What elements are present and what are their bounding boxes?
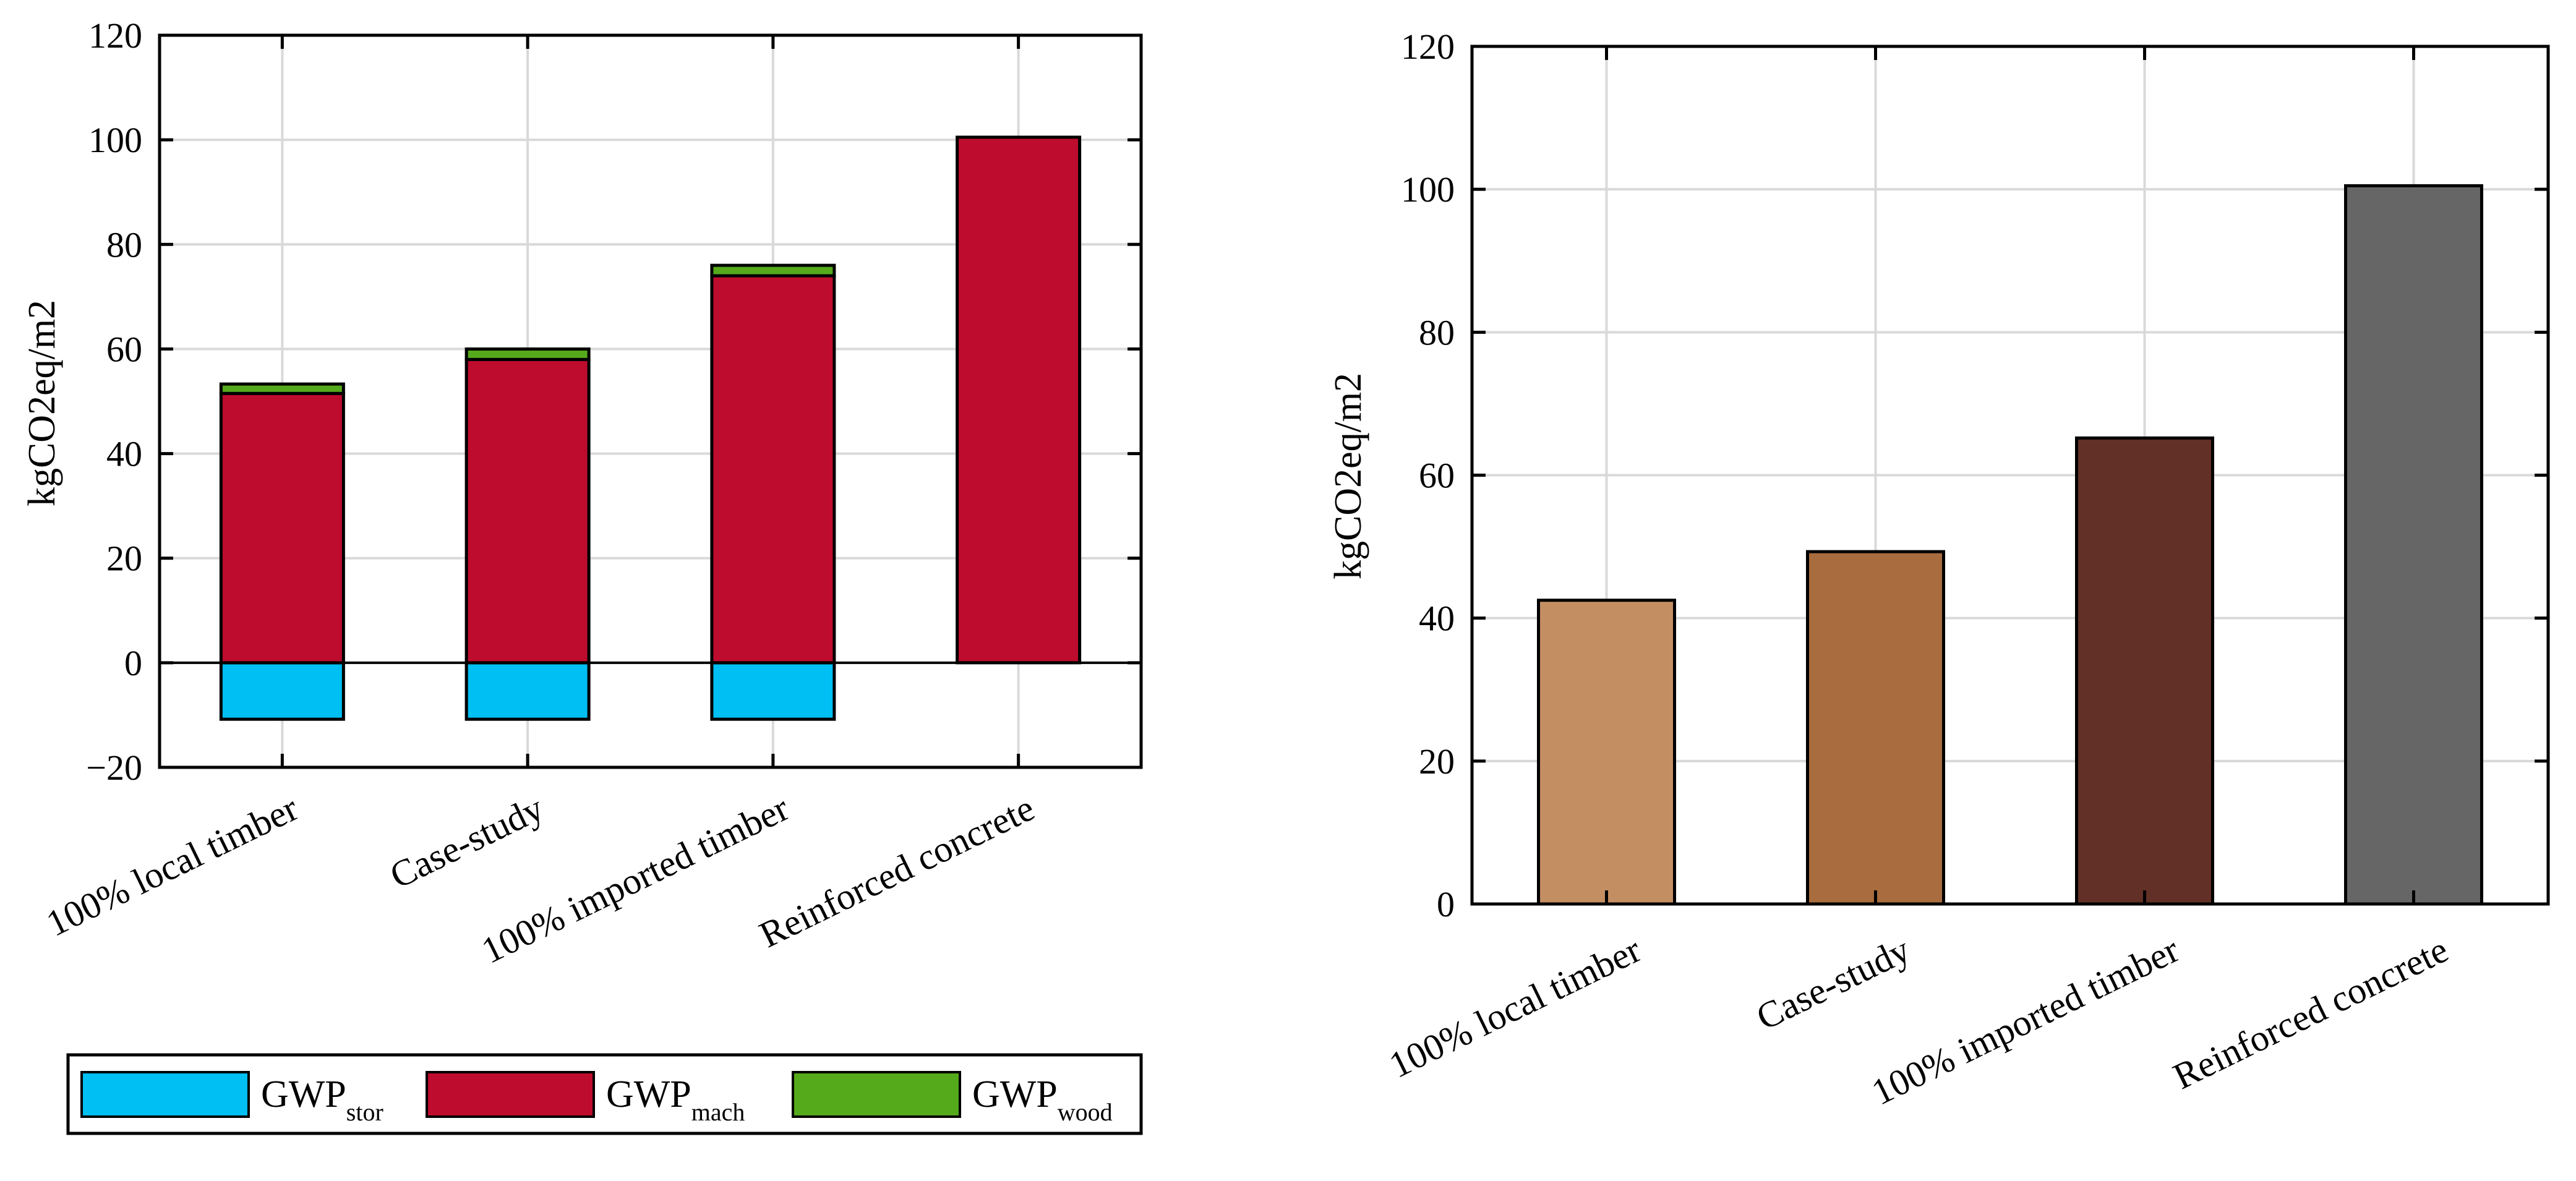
y-tick-label: 80	[1419, 312, 1455, 352]
bar-gwp-mach	[219, 391, 345, 665]
bar-gwp-wood	[219, 382, 345, 395]
bar-gwp-stor	[219, 661, 345, 721]
left-y-axis-title: kgCO2eq/m2	[21, 300, 63, 506]
y-tick-label: 120	[1401, 27, 1455, 67]
y-tick-label: −20	[86, 748, 142, 788]
x-category-label: 100% local timber	[40, 787, 304, 944]
y-tick-label: 40	[1419, 599, 1455, 639]
bar-gwp-mach	[956, 135, 1082, 665]
stacked-bar-chart: kgCO2eq/m2 −20 0 20 40 60 80 100 120 100% local …	[21, 15, 1143, 971]
y-tick-label: 120	[88, 15, 142, 56]
legend-swatch-wood	[792, 1071, 961, 1118]
y-tick-label: 0	[1437, 884, 1455, 924]
bar-gwp-mach	[710, 274, 836, 665]
bar-gwp-stor	[464, 661, 591, 721]
y-tick-label: 0	[124, 643, 142, 683]
y-tick-label: 20	[106, 539, 142, 579]
bar	[2344, 184, 2483, 906]
legend-label-mach: GWPmach	[606, 1073, 745, 1126]
legend-label-wood: GWPwood	[972, 1073, 1113, 1126]
plot-frame	[158, 33, 1143, 769]
x-category-label: 100% local timber	[1383, 929, 1647, 1086]
bar-gwp-stor	[710, 661, 836, 721]
x-category-label: Case-study	[1750, 929, 1917, 1038]
right-y-axis-title: kgCO2eq/m2	[1327, 373, 1369, 579]
bar	[1537, 599, 1676, 906]
legend-label-stor: GWPstor	[261, 1073, 383, 1126]
y-tick-label: 80	[106, 224, 142, 265]
x-category-label: Reinforced concrete	[2167, 929, 2455, 1097]
x-category-label: 100% imported timber	[1865, 929, 2185, 1112]
bar-gwp-wood	[464, 347, 591, 361]
legend-swatch-mach	[426, 1071, 595, 1118]
legend: GWPstor GWPmach GWPwood	[66, 1053, 1143, 1135]
x-category-label: Reinforced concrete	[753, 787, 1041, 955]
bar	[2075, 436, 2214, 906]
y-tick-label: 100	[1401, 169, 1455, 210]
bar-gwp-wood	[710, 263, 836, 278]
y-tick-label: 60	[106, 329, 142, 369]
bar-chart: kgCO2eq/m2 0 20 40 60 80 100 120 100% local tim…	[1327, 27, 2550, 1113]
y-tick-label: 20	[1419, 741, 1455, 782]
y-tick-label: 60	[1419, 456, 1455, 496]
y-tick-label: 40	[106, 434, 142, 474]
y-tick-label: 100	[88, 120, 142, 160]
x-category-label: Case-study	[383, 787, 550, 896]
bar-gwp-mach	[464, 357, 591, 665]
legend-swatch-stor	[80, 1071, 250, 1118]
bar	[1806, 550, 1945, 906]
